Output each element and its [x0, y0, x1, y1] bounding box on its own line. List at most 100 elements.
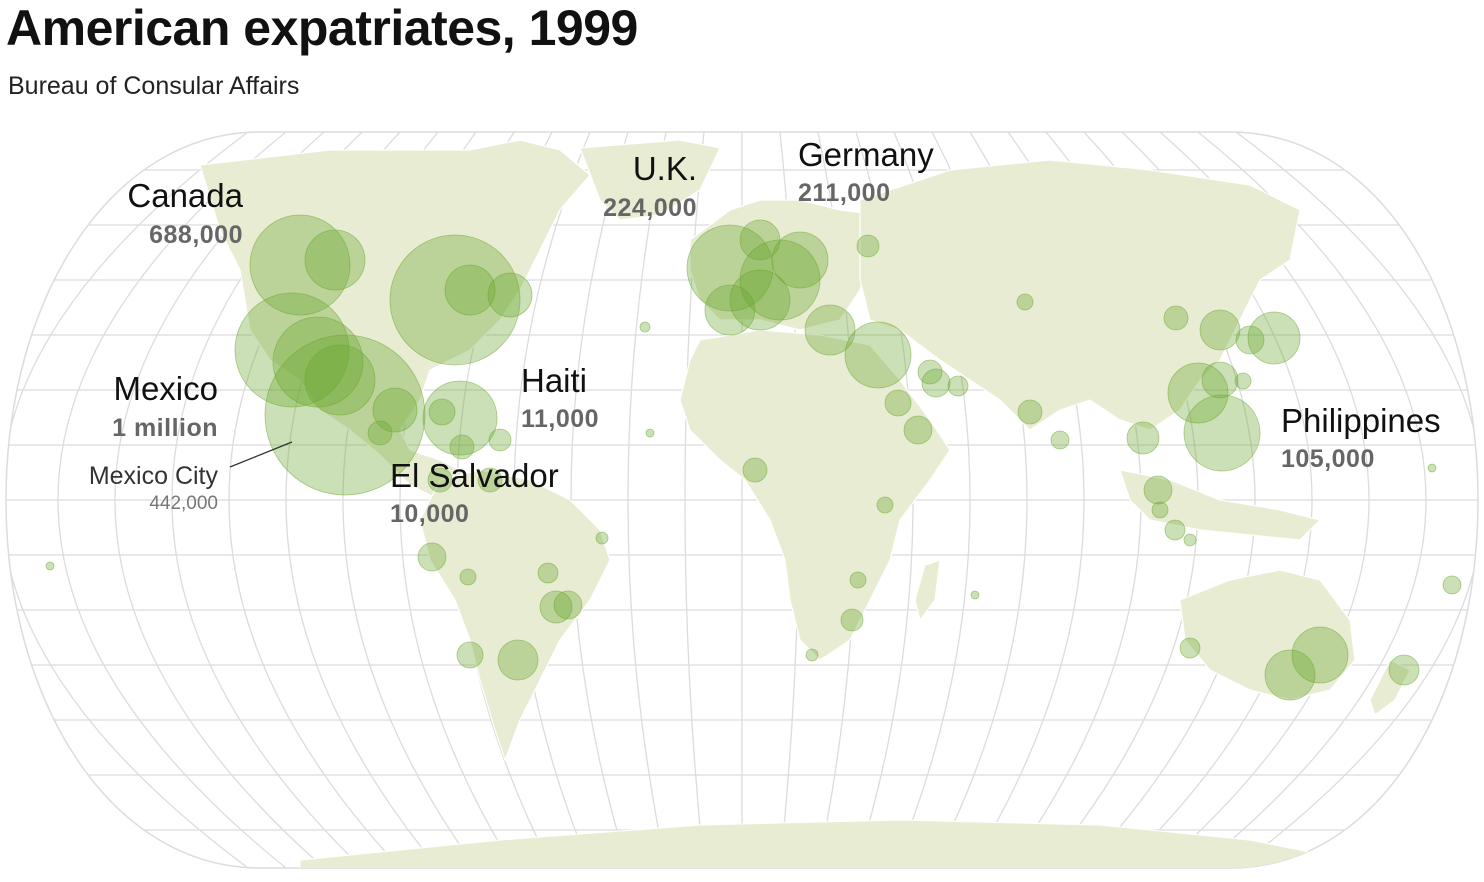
north-america: [199, 139, 591, 501]
expat-bubble: [449, 434, 475, 460]
antarctica: [299, 819, 1351, 868]
expat-bubble: [1167, 362, 1229, 424]
label-philippines-value: 105,000: [1281, 445, 1375, 473]
expat-bubble: [456, 641, 484, 669]
expat-bubble: [45, 561, 55, 571]
expat-bubble: [921, 368, 951, 398]
expat-bubble: [804, 304, 856, 356]
meridian-line: [114, 132, 325, 868]
expat-bubble: [477, 467, 503, 493]
meridian-line: [57, 132, 287, 868]
expat-bubble: [876, 496, 894, 514]
expat-bubble: [903, 415, 933, 445]
label-canada-value: 688,000: [149, 221, 243, 249]
label-elsalvador-name: El Salvador: [390, 457, 559, 494]
expat-bubble: [1126, 421, 1160, 455]
expat-bubble: [539, 590, 573, 624]
expat-bubble: [1164, 519, 1186, 541]
greenland: [579, 139, 721, 221]
expat-bubble: [497, 639, 539, 681]
expat-bubble: [1179, 637, 1201, 659]
expat-bubble: [1050, 430, 1070, 450]
label-haiti-name: Haiti: [521, 362, 587, 399]
asia: [859, 159, 1301, 431]
label-mexico-name: Mexico: [113, 370, 218, 407]
label-germany-name: Germany: [798, 136, 934, 173]
australia: [1179, 569, 1356, 701]
southeast-asia-islands: [1119, 469, 1322, 541]
expat-bubble: [805, 648, 819, 662]
south-america: [419, 469, 611, 762]
expat-bubble: [856, 234, 880, 258]
label-haiti-value: 11,000: [521, 405, 599, 433]
label-uk-name: U.K.: [633, 150, 697, 187]
expat-bubble: [553, 590, 583, 620]
expat-bubble: [1388, 654, 1420, 686]
label-mexico-value: 1 million: [112, 414, 218, 442]
expat-bubble: [304, 344, 376, 416]
expat-bubble: [428, 398, 456, 426]
expat-bubbles: [45, 214, 1462, 701]
expat-bubble: [1183, 394, 1261, 472]
expat-bubble: [1199, 309, 1241, 351]
meridian-line: [1235, 132, 1478, 868]
expat-bubble: [234, 292, 350, 408]
expat-bubble: [487, 272, 533, 318]
map-subtitle: Bureau of Consular Affairs: [8, 72, 300, 100]
label-mexico-city-name: Mexico City: [89, 462, 219, 490]
land: [199, 139, 1411, 868]
expat-bubble: [1291, 626, 1349, 684]
madagascar: [914, 559, 941, 622]
label-mexico-city-value: 442,000: [149, 493, 218, 514]
expat-bubble: [1143, 475, 1173, 505]
expat-bubble: [459, 568, 477, 586]
expat-bubble: [645, 428, 655, 438]
label-canada-name: Canada: [127, 177, 243, 214]
label-uk-value: 224,000: [603, 194, 697, 222]
expat-bubble: [1442, 575, 1462, 595]
expat-bubble: [947, 375, 969, 397]
label-elsalvador-value: 10,000: [390, 500, 469, 528]
expat-bubble: [844, 321, 912, 389]
expat-bubble: [840, 608, 864, 632]
expat-bubble: [417, 542, 447, 572]
expat-bubble: [444, 264, 496, 316]
meridian-line: [1197, 132, 1427, 868]
expat-bubble: [1247, 311, 1301, 365]
meridian-line: [570, 132, 629, 868]
expat-bubble: [249, 214, 351, 316]
expat-bubble: [917, 359, 943, 385]
expat-bubble: [1201, 361, 1239, 399]
europe: [689, 199, 881, 331]
expat-bubble: [771, 231, 829, 289]
expat-bubble: [367, 420, 393, 446]
expat-bubble: [1264, 649, 1316, 701]
label-germany-value: 211,000: [798, 179, 891, 207]
expat-bubble: [304, 229, 366, 291]
expat-bubble: [884, 389, 912, 417]
expat-bubble: [422, 380, 498, 456]
new-zealand: [1369, 659, 1411, 716]
labels: Canada 688,000 U.K. 224,000 Germany 211,…: [89, 136, 1441, 528]
expat-bubble: [427, 467, 453, 493]
expat-bubble: [639, 321, 651, 333]
label-philippines-name: Philippines: [1281, 402, 1441, 439]
expat-bubble: [537, 562, 559, 584]
expat-bubble: [704, 284, 756, 336]
meridian-line: [6, 132, 249, 868]
expat-bubble: [1234, 372, 1252, 390]
expat-bubble: [1183, 533, 1197, 547]
expat-bubble: [1017, 399, 1043, 425]
expat-bubble: [849, 571, 867, 589]
mexico-city-leader-line: [229, 441, 293, 468]
meridian-line: [627, 132, 667, 868]
expat-bubble: [1163, 305, 1189, 331]
expat-bubble: [970, 590, 980, 600]
expat-bubble: [729, 269, 791, 331]
africa: [679, 329, 951, 661]
expat-bubble: [488, 428, 512, 452]
expat-bubble: [389, 234, 521, 366]
expat-bubble: [595, 531, 609, 545]
map-title: American expatriates, 1999: [6, 0, 638, 56]
